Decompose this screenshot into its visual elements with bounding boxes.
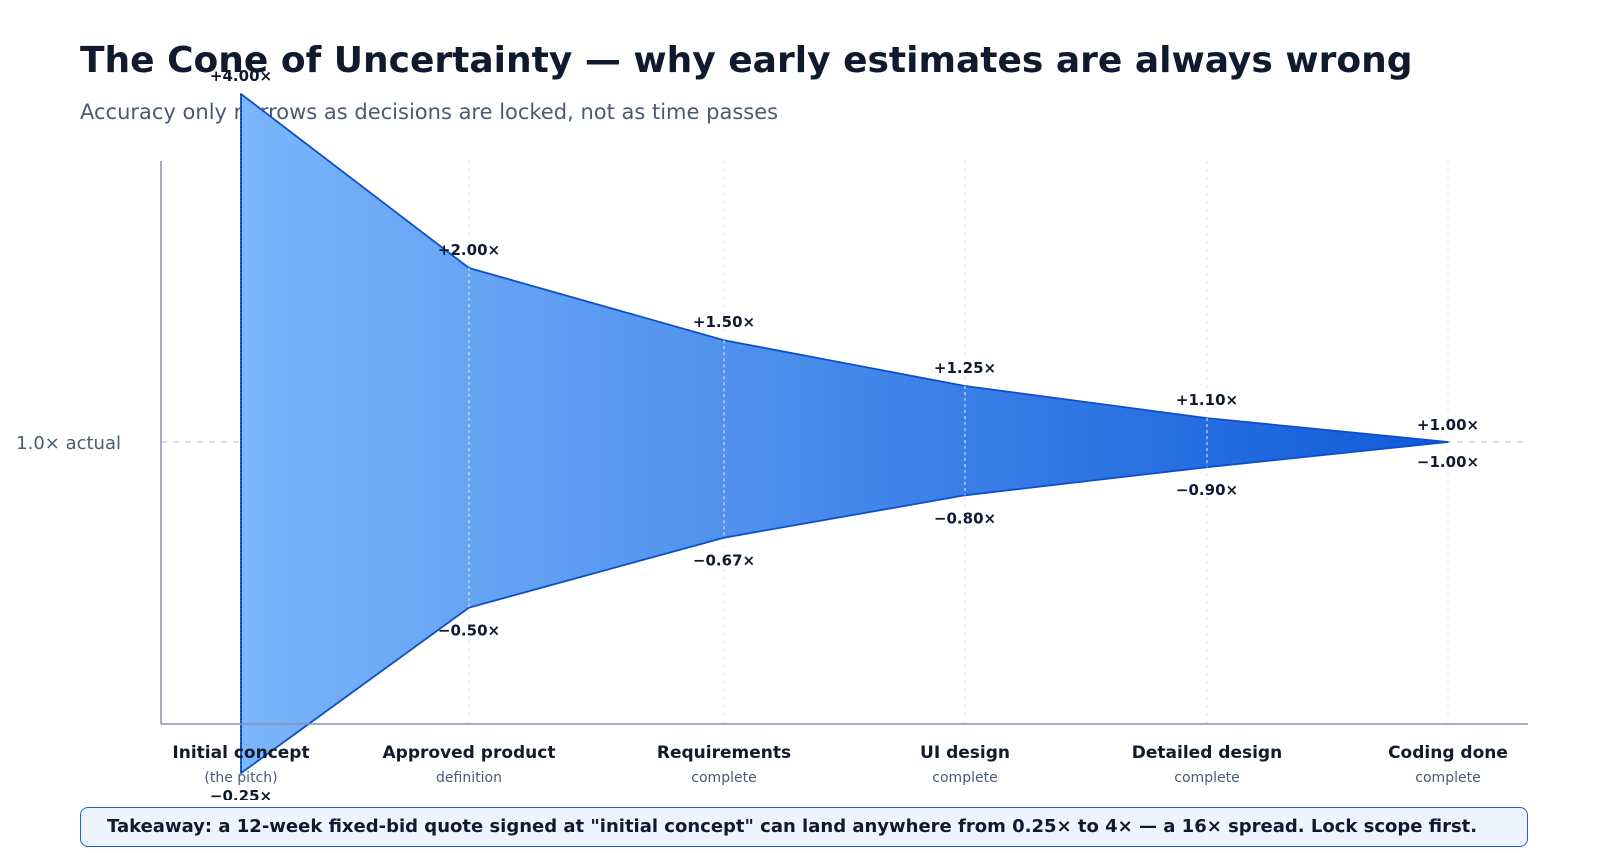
x-tick-label: UI design xyxy=(920,743,1010,763)
x-tick-sublabel: (the pitch) xyxy=(204,770,277,786)
upper-bound-label: +1.25× xyxy=(934,359,996,377)
lower-bound-label: −0.25× xyxy=(210,787,272,800)
x-tick-sublabel: definition xyxy=(436,770,502,786)
chart-subtitle: Accuracy only narrows as decisions are l… xyxy=(80,100,779,124)
x-tick-label: Requirements xyxy=(657,743,791,763)
x-tick-sublabel: complete xyxy=(1174,770,1239,786)
upper-bound-label: +1.10× xyxy=(1176,391,1238,409)
lower-bound-label: −0.50× xyxy=(438,622,500,640)
x-tick-label: Detailed design xyxy=(1132,743,1282,763)
upper-bound-label: +4.00× xyxy=(210,67,272,85)
lower-bound-label: −0.90× xyxy=(1176,481,1238,499)
chart-title: The Cone of Uncertainty — why early esti… xyxy=(80,40,1413,81)
upper-bound-label: +1.00× xyxy=(1417,416,1479,434)
lower-bound-label: −0.80× xyxy=(934,509,996,527)
reference-line-label: 1.0× actual xyxy=(16,433,121,454)
x-tick-sublabel: complete xyxy=(691,770,756,786)
cone-area xyxy=(240,93,1449,775)
takeaway-callout: Takeaway: a 12-week fixed-bid quote sign… xyxy=(80,807,1528,847)
x-tick-sublabel: complete xyxy=(932,770,997,786)
upper-bound-label: +2.00× xyxy=(438,241,500,259)
upper-bound-label: +1.50× xyxy=(693,313,755,331)
x-tick-sublabel: complete xyxy=(1415,770,1480,786)
lower-bound-label: −1.00× xyxy=(1417,453,1479,471)
lower-bound-label: −0.67× xyxy=(693,552,755,570)
x-tick-label: Approved product xyxy=(383,743,556,763)
cone-chart: 1.0× actual +4.00× +2.00× +1.50× +1.25× +1.1… xyxy=(16,67,1528,800)
x-tick-label: Initial concept xyxy=(172,743,309,763)
x-tick-label: Coding done xyxy=(1388,743,1508,763)
